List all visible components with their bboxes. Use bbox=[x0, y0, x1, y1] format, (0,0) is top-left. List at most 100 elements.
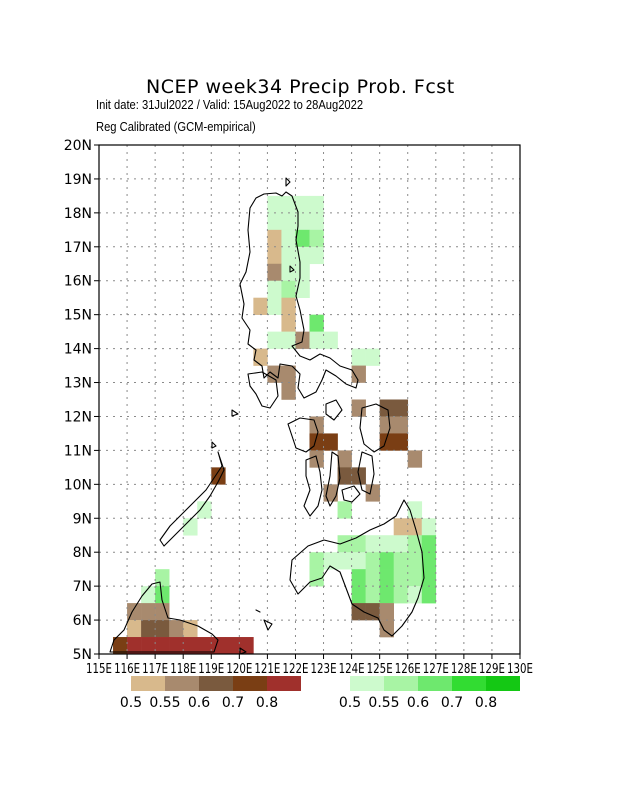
legend-swatch bbox=[486, 676, 520, 691]
legend-label: 0.8 bbox=[475, 695, 497, 711]
prob-cell-dry bbox=[323, 484, 338, 502]
y-tick-label: 11N bbox=[64, 443, 92, 459]
prob-cell-dry bbox=[351, 365, 366, 383]
prob-cell-dry bbox=[281, 314, 296, 332]
y-tick-label: 16N bbox=[64, 274, 92, 290]
prob-cell-dry bbox=[183, 620, 198, 638]
prob-cell-dry bbox=[155, 603, 170, 621]
y-tick-label: 19N bbox=[64, 172, 92, 188]
y-tick-label: 13N bbox=[64, 376, 92, 392]
x-tick-label: 127E bbox=[423, 662, 449, 677]
coastline-mindoro bbox=[247, 371, 279, 409]
y-tick-label: 15N bbox=[64, 308, 92, 324]
prob-cell-wet bbox=[351, 569, 366, 587]
prob-cell-dry bbox=[323, 433, 338, 451]
prob-cell-dry bbox=[351, 399, 366, 417]
prob-cell-wet bbox=[281, 263, 296, 282]
legend-label: 0.5 bbox=[339, 695, 361, 711]
prob-cell-wet bbox=[309, 195, 324, 214]
prob-cell-dry bbox=[169, 620, 184, 638]
prob-cell-dry bbox=[379, 399, 394, 417]
prob-cell-wet bbox=[407, 569, 423, 587]
legend-label: 0.5 bbox=[120, 695, 142, 711]
legend-swatch bbox=[384, 676, 418, 691]
prob-cell-wet bbox=[309, 331, 324, 349]
map-frame bbox=[98, 144, 521, 655]
probability-cells bbox=[113, 195, 437, 655]
prob-cell-wet bbox=[421, 586, 437, 604]
prob-cell-dry bbox=[337, 467, 352, 485]
legend-label: 0.55 bbox=[368, 695, 399, 711]
x-tick-label: 115E bbox=[86, 662, 112, 677]
coastline-samar bbox=[359, 403, 391, 453]
prob-cell-wet bbox=[183, 518, 198, 536]
y-tick-label: 8N bbox=[73, 545, 92, 561]
coastline-leyte bbox=[357, 451, 375, 495]
y-tick-label: 20N bbox=[64, 138, 92, 154]
prob-cell-wet bbox=[365, 535, 380, 553]
prob-cell-wet bbox=[155, 569, 170, 587]
prob-cell-wet bbox=[351, 348, 366, 366]
prob-cell-dry bbox=[393, 518, 409, 536]
prob-cell-dry bbox=[113, 637, 128, 655]
x-tick-label: 123E bbox=[311, 662, 337, 677]
legend-swatch bbox=[350, 676, 384, 691]
map-gridlines bbox=[99, 145, 520, 654]
x-tick-label: 130E bbox=[507, 662, 533, 677]
prob-cell-wet bbox=[281, 229, 296, 248]
prob-cell-wet bbox=[393, 586, 409, 604]
x-axis-labels: 115E 116E 117E 118E 119E 120E 121E 122E 123E 124E… bbox=[86, 654, 533, 677]
coastline-cebu bbox=[325, 451, 341, 507]
x-tick-label: 122E bbox=[282, 662, 308, 677]
prob-cell-dry bbox=[211, 467, 226, 485]
y-tick-label: 17N bbox=[64, 240, 92, 256]
prob-cell-wet bbox=[365, 348, 380, 366]
prob-cell-wet bbox=[323, 552, 338, 570]
legend-swatch bbox=[199, 676, 233, 691]
legend-swatch bbox=[131, 676, 165, 691]
prob-cell-wet bbox=[379, 569, 394, 587]
prob-cell-wet bbox=[421, 552, 437, 570]
prob-cell-wet bbox=[309, 569, 324, 587]
x-tick-label: 129E bbox=[479, 662, 505, 677]
legend-swatch bbox=[452, 676, 486, 691]
prob-cell-wet bbox=[365, 586, 380, 604]
coastline-panay bbox=[287, 417, 319, 453]
prob-cell-dry bbox=[225, 637, 240, 655]
x-tick-label: 121E bbox=[254, 662, 280, 677]
prob-cell-wet bbox=[379, 535, 394, 553]
prob-cell-dry bbox=[281, 365, 296, 383]
prob-cell-wet bbox=[323, 331, 338, 349]
map-title: NCEP week34 Precip Prob. Fcst bbox=[146, 76, 455, 98]
legend-swatch bbox=[267, 676, 301, 691]
y-tick-label: 7N bbox=[73, 579, 92, 595]
coastline-islets bbox=[211, 177, 295, 655]
x-tick-label: 125E bbox=[367, 662, 393, 677]
prob-cell-wet bbox=[267, 280, 282, 298]
prob-cell-wet bbox=[267, 212, 282, 231]
coastlines bbox=[109, 177, 425, 655]
y-tick-label: 6N bbox=[73, 613, 92, 629]
coastline-negros bbox=[303, 455, 323, 517]
prob-cell-dry bbox=[239, 637, 254, 655]
prob-cell-dry bbox=[281, 382, 296, 400]
legend-swatch bbox=[233, 676, 267, 691]
y-tick-label: 5N bbox=[73, 647, 92, 663]
prob-cell-wet bbox=[407, 552, 423, 570]
prob-cell-wet bbox=[337, 501, 352, 519]
prob-cell-dry bbox=[351, 603, 366, 621]
prob-cell-wet bbox=[379, 586, 394, 604]
prob-cell-wet bbox=[421, 518, 437, 536]
coastline-masbate bbox=[325, 399, 343, 421]
prob-cell-wet bbox=[351, 535, 366, 553]
y-axis-labels: 5N 6N 7N 8N 9N 10N 11N 12N 13N 14N 15N 16N 17N 18N 19N… bbox=[64, 138, 99, 663]
prob-cell-dry bbox=[141, 603, 156, 621]
prob-cell-wet bbox=[393, 552, 409, 570]
prob-cell-dry bbox=[365, 484, 380, 502]
prob-cell-wet bbox=[295, 263, 310, 282]
prob-cell-wet bbox=[309, 229, 324, 248]
prob-cell-wet bbox=[267, 331, 282, 349]
prob-cell-dry bbox=[393, 399, 409, 417]
prob-cell-dry bbox=[281, 297, 296, 315]
